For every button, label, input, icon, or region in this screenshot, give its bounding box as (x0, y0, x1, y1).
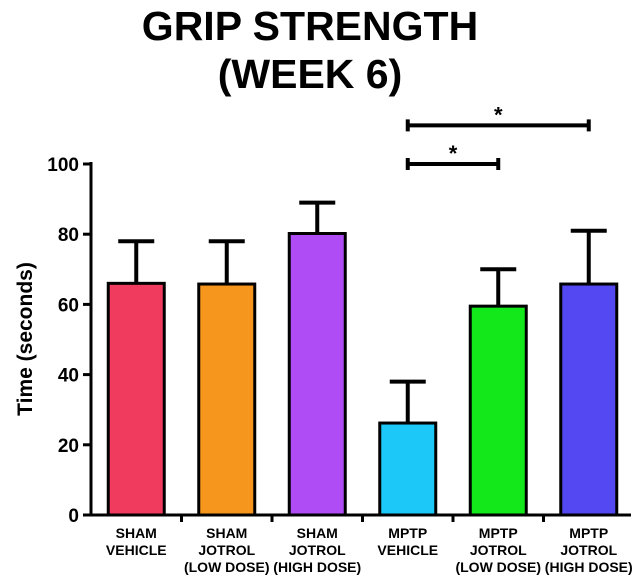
bar (559, 282, 619, 517)
significance-star: * (494, 102, 503, 127)
y-tick-label: 20 (58, 436, 79, 457)
y-tick-label: 0 (68, 506, 79, 527)
y-tick-label: 40 (58, 366, 79, 387)
x-tick-label: MPTP (569, 525, 608, 541)
bar (378, 421, 438, 517)
x-tick-label: VEHICLE (377, 542, 438, 558)
x-tick-label: JOTROL (560, 542, 617, 558)
bar (287, 231, 347, 517)
chart-title: GRIP STRENGTH (WEEK 6) (0, 2, 620, 98)
x-tick-label: (HIGH DOSE) (273, 559, 361, 575)
x-tick-label: (LOW DOSE) (184, 559, 270, 575)
bar (468, 304, 528, 517)
x-tick-label: JOTROL (470, 542, 527, 558)
x-tick-label: MPTP (479, 525, 518, 541)
x-tick-label: (LOW DOSE) (455, 559, 541, 575)
x-tick-label: SHAM (206, 525, 247, 541)
bar (106, 281, 166, 517)
x-tick-label: (HIGH DOSE) (545, 559, 633, 575)
significance-star: * (449, 141, 458, 166)
x-tick-label: JOTROL (198, 542, 255, 558)
x-tick-label: MPTP (388, 525, 427, 541)
y-tick-label: 80 (58, 225, 79, 246)
y-tick-label: 60 (58, 295, 79, 316)
chart-title-line-2: (WEEK 6) (217, 51, 403, 97)
y-tick-label: 100 (47, 155, 79, 176)
chart-title-line-1: GRIP STRENGTH (141, 3, 479, 49)
bar (197, 282, 257, 517)
x-tick-label: JOTROL (289, 542, 346, 558)
x-tick-label: SHAM (297, 525, 338, 541)
y-axis-label: Time (seconds) (14, 262, 37, 416)
x-tick-label: VEHICLE (106, 542, 167, 558)
x-tick-label: SHAM (116, 525, 157, 541)
